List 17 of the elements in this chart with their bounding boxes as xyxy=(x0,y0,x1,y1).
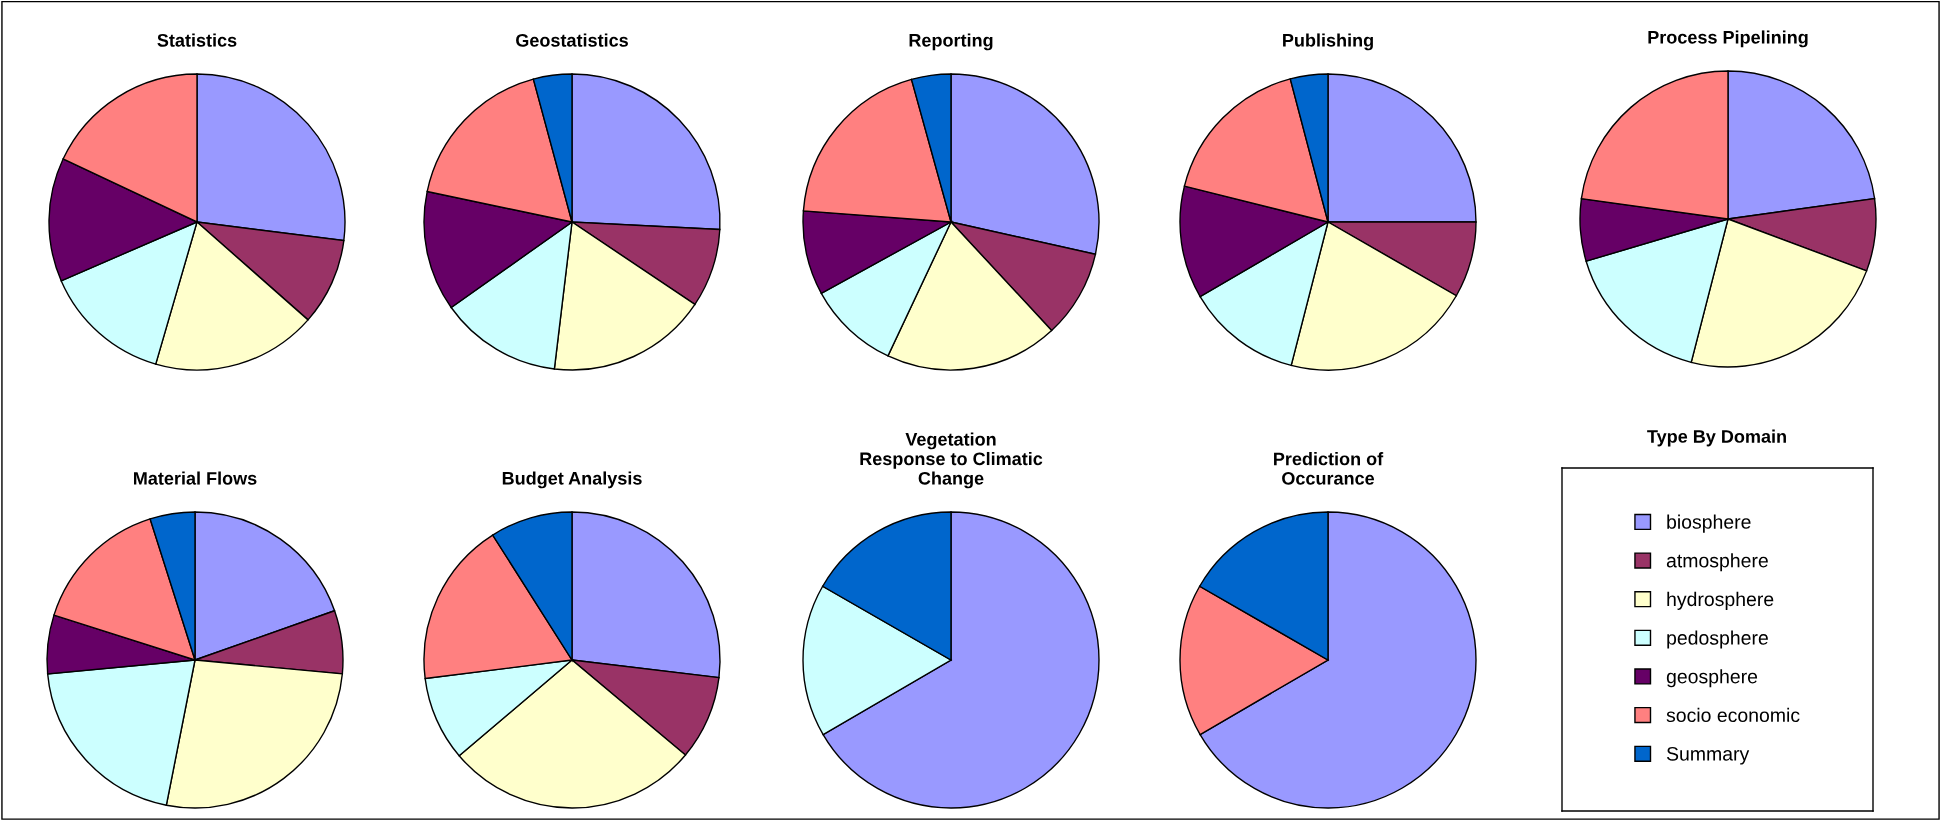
chart-title: Material Flows xyxy=(134,471,257,485)
legend-title: Type By Domain xyxy=(1647,429,1786,447)
legend-label: biosphere xyxy=(1667,514,1751,533)
legend-label: pedosphere xyxy=(1667,630,1768,649)
legend-label: atmosphere xyxy=(1666,553,1768,572)
chart-title: Process Pipelining xyxy=(1648,30,1808,48)
chart-title: Vegetation Response to Climatic Change xyxy=(860,432,1043,489)
legend-label: Summary xyxy=(1666,746,1750,765)
legend-label: hydrosphere xyxy=(1667,591,1774,610)
legend-label: geosphere xyxy=(1666,669,1758,688)
chart-title: Budget Analysis xyxy=(502,471,642,489)
legend-label: socio economic xyxy=(1666,707,1800,723)
chart-title: Publishing xyxy=(1283,33,1373,51)
chart-title: Prediction of Occurance xyxy=(1274,452,1384,485)
chart-title: Reporting xyxy=(909,33,993,51)
chart-title: Statistics xyxy=(157,33,237,47)
chart-title: Geostatistics xyxy=(516,33,628,47)
